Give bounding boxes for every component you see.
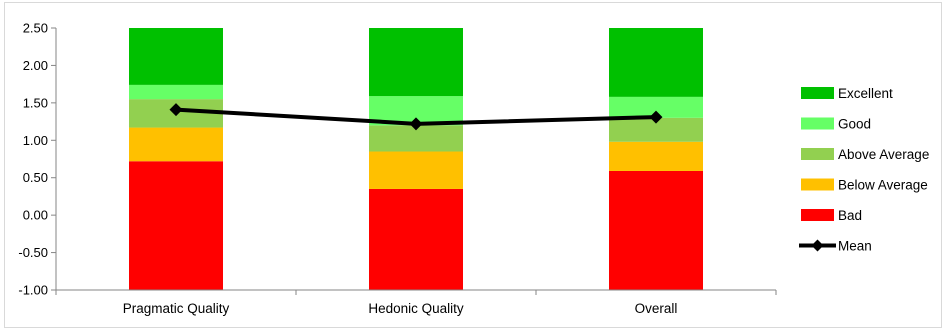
legend-swatch-excellent	[801, 87, 834, 99]
x-category-label-2: Overall	[635, 301, 678, 316]
bar-excellent-2	[609, 28, 703, 97]
bar-excellent-0	[129, 28, 223, 85]
y-tick-label-5: 0.00	[23, 208, 48, 223]
y-tick-label-3: 1.00	[23, 133, 48, 148]
bar-bad-0	[129, 161, 223, 290]
chart-frame: 2.50 2.00 1.50 1.00 0.50 0.00 -0.50 -1.00 Pragma…	[4, 2, 942, 328]
x-category-label-1: Hedonic Quality	[368, 301, 464, 316]
legend-label-above-average: Above Average	[838, 147, 929, 162]
bar-below-average-2	[609, 141, 703, 171]
y-tick-label-1: 2.00	[23, 58, 48, 73]
mean-point-0	[169, 103, 183, 117]
bar-below-average-1	[369, 151, 463, 189]
legend-label-good: Good	[838, 117, 871, 132]
legend-label-excellent: Excellent	[838, 86, 893, 101]
legend-swatch-below-average	[801, 178, 834, 191]
y-tick-label-4: 0.50	[23, 170, 48, 185]
bar-bad-2	[609, 170, 703, 290]
bar-excellent-1	[369, 28, 463, 97]
legend-swatch-marker-mean	[811, 239, 824, 252]
bar-above-average-2	[609, 117, 703, 142]
mean-point-2	[649, 110, 663, 124]
bar-below-average-0	[129, 127, 223, 162]
legend-label-mean: Mean	[838, 239, 872, 254]
benchmark-chart: 2.50 2.00 1.50 1.00 0.50 0.00 -0.50 -1.00 Pragma…	[18, 21, 929, 317]
mean-point-1	[409, 117, 423, 131]
legend-label-bad: Bad	[838, 208, 862, 223]
legend-label-below-average: Below Average	[838, 178, 928, 193]
legend-swatch-above-average	[801, 148, 834, 160]
y-tick-label-7: -1.00	[18, 283, 48, 298]
x-category-label-0: Pragmatic Quality	[123, 301, 230, 316]
legend-swatch-good	[801, 117, 834, 130]
bar-good-0	[129, 84, 223, 100]
y-tick-label-6: -0.50	[18, 245, 48, 260]
y-tick-label-0: 2.50	[23, 21, 48, 36]
legend-swatch-bad	[801, 209, 834, 221]
bar-good-2	[609, 96, 703, 118]
bar-bad-1	[369, 188, 463, 290]
y-tick-label-2: 1.50	[23, 95, 48, 110]
